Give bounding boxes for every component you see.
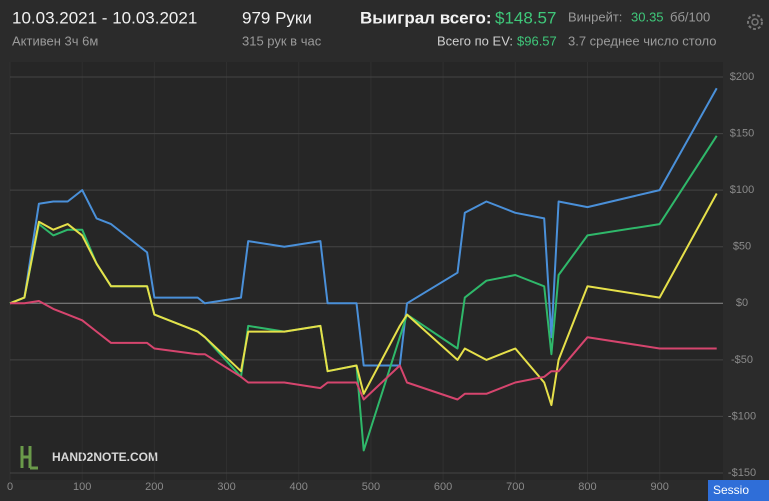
gear-icon	[747, 14, 763, 30]
hands-per-hour: 315 рук в час	[242, 33, 322, 48]
ev-label: Всего по EV:	[437, 33, 513, 48]
x-tick-label: 900	[650, 481, 668, 493]
y-tick-label: -$150	[728, 467, 756, 479]
y-tick-label: $200	[730, 71, 754, 83]
y-tick-label: $50	[733, 241, 751, 253]
won-label: Выиграл всего:	[360, 8, 492, 27]
y-tick-label: $0	[736, 297, 748, 309]
gear-hub	[751, 18, 759, 26]
y-tick-label: $100	[730, 184, 754, 196]
series-line	[9, 193, 718, 407]
x-tick-label: 300	[217, 481, 235, 493]
series-line	[9, 87, 718, 367]
ev-value: $96.57	[517, 33, 557, 48]
won-value: $148.57	[495, 8, 556, 27]
x-tick-label: 400	[290, 481, 308, 493]
hands: 979 Руки	[242, 8, 312, 27]
x-tick-label: 800	[578, 481, 596, 493]
logo: HAND2NOTE.COM	[20, 446, 158, 470]
header-clip	[740, 0, 769, 55]
winrate-label: Винрейт:	[568, 9, 622, 24]
x-tick-label: 500	[362, 481, 380, 493]
session-button-label[interactable]: Sessio	[713, 483, 749, 497]
x-tick-label: 0	[7, 481, 13, 493]
session-button[interactable]	[708, 480, 769, 501]
plot: 0 100 200 300 400 500 600 700 800 900 -$150 -$100 -$…	[7, 62, 756, 493]
active-time: Активен 3ч 6м	[12, 33, 98, 48]
series-line	[10, 300, 717, 401]
y-tick-label: -$50	[731, 354, 753, 366]
x-tick-label: 200	[145, 481, 163, 493]
x-tick-label: 100	[73, 481, 91, 493]
logo-icon	[20, 446, 38, 470]
logo-text: HAND2NOTE.COM	[52, 450, 158, 464]
x-tick-label: 600	[434, 481, 452, 493]
winrate-unit: бб/100	[670, 9, 710, 24]
tables: 3.7 среднее число столо	[568, 33, 717, 48]
y-tick-label: -$100	[728, 410, 756, 422]
x-tick-label: 700	[506, 481, 524, 493]
y-tick-label: $150	[730, 127, 754, 139]
winrate-value: 30.35	[631, 9, 664, 24]
date-range: 10.03.2021 - 10.03.2021	[12, 8, 197, 27]
settings-button[interactable]	[747, 14, 763, 30]
plot-area	[10, 62, 723, 480]
